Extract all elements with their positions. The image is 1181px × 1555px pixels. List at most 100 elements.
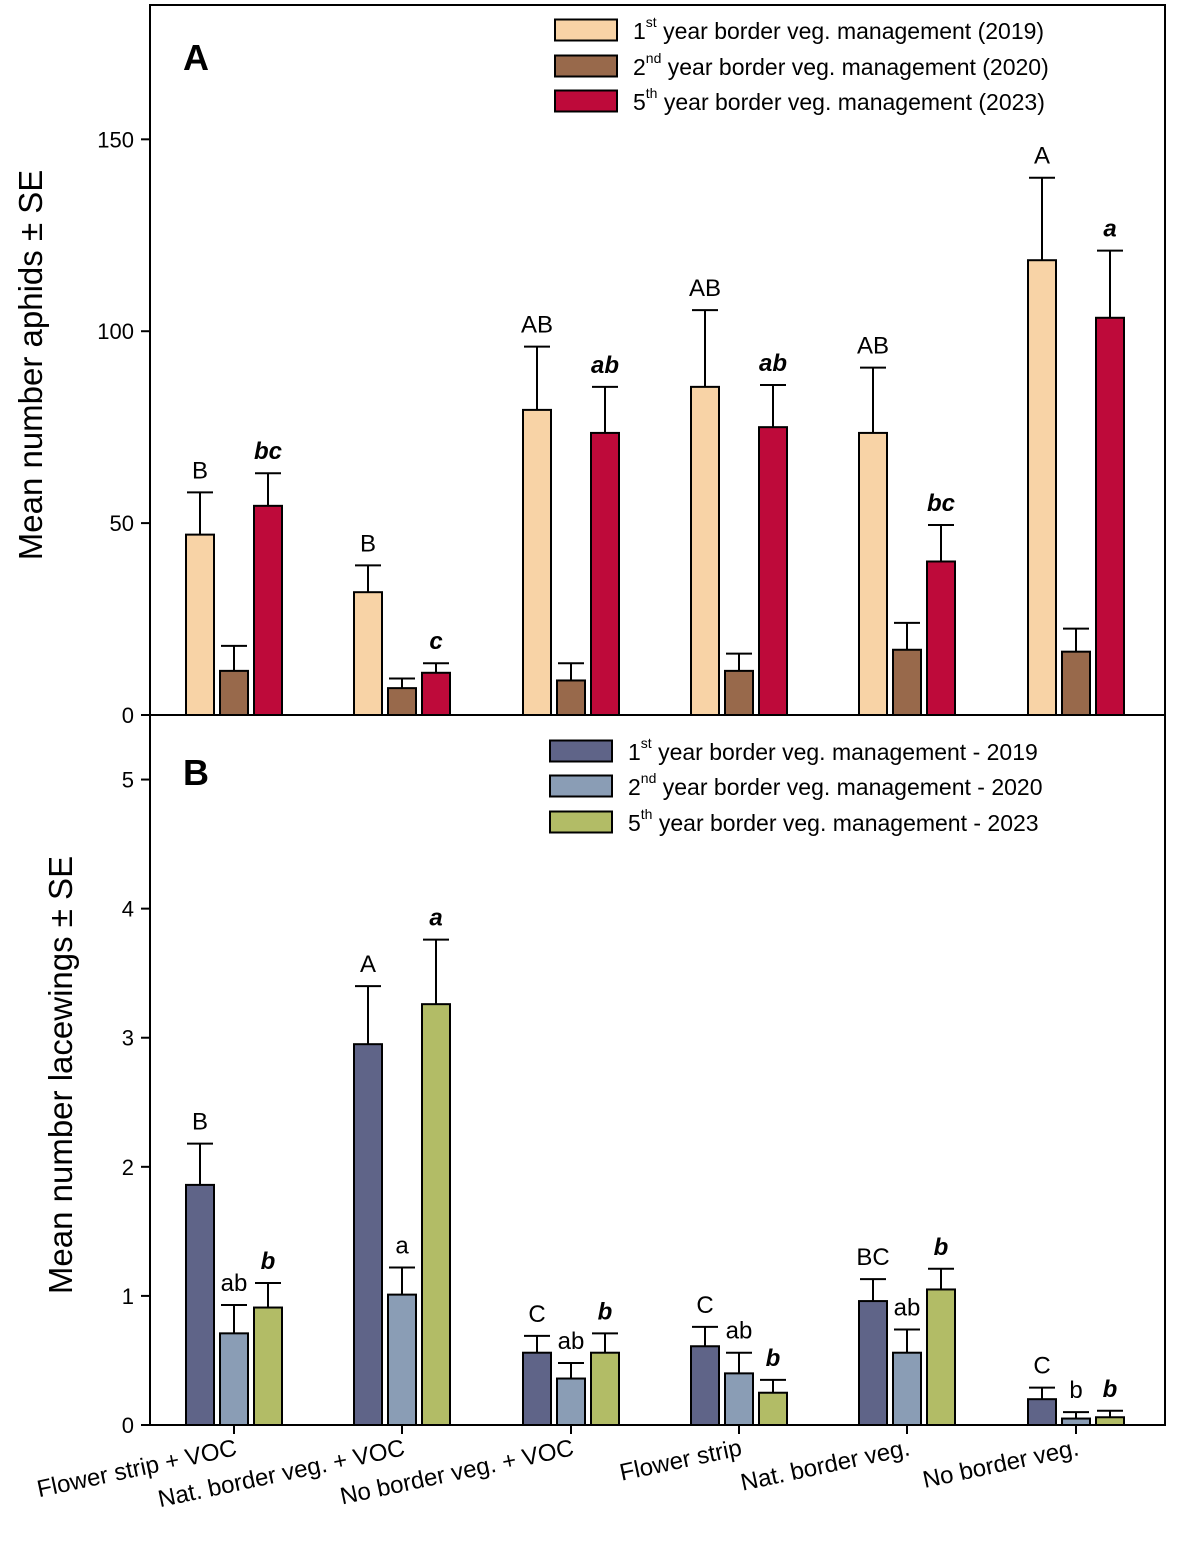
legend-ordinal-suffix: st	[646, 14, 657, 30]
legend-swatch	[554, 54, 618, 78]
series-2019: B B AB AB AB A	[185, 143, 1057, 717]
bar	[1027, 259, 1057, 716]
legend-year-number: 5	[628, 810, 641, 836]
bar	[421, 1003, 451, 1426]
bar	[1095, 316, 1125, 716]
significance-letter: B	[192, 457, 208, 484]
x-tick-label: Nat. border veg.	[738, 1434, 912, 1496]
bar	[1027, 1398, 1057, 1426]
legend-ordinal-suffix: nd	[641, 770, 657, 786]
significance-letter: ab	[759, 350, 787, 377]
y-tick-label: 150	[97, 127, 134, 152]
legend-year-number: 1	[633, 18, 646, 44]
significance-letter: ab	[558, 1328, 585, 1355]
series-2019: B A C C BC C	[185, 951, 1057, 1427]
bar	[1095, 1416, 1125, 1426]
legend-entry: 2nd year border veg. management (2020)	[633, 50, 1049, 80]
legend-entry: 2nd year border veg. management - 2020	[628, 770, 1043, 800]
bar	[185, 1183, 215, 1426]
bar	[387, 687, 417, 716]
bar	[926, 1288, 956, 1427]
bar	[387, 1293, 417, 1426]
y-tick-label: 5	[122, 768, 134, 793]
legend-ordinal-suffix: th	[646, 85, 658, 101]
significance-letter: a	[1103, 216, 1116, 243]
significance-letter: ab	[726, 1318, 753, 1345]
significance-letter: b	[1069, 1377, 1082, 1404]
bar	[724, 1372, 754, 1427]
bar	[1061, 1417, 1091, 1426]
bar	[858, 431, 888, 716]
y-tick-label: 1	[122, 1284, 134, 1309]
significance-letter: b	[598, 1298, 613, 1325]
significance-letter: b	[766, 1345, 781, 1372]
legend-swatch	[554, 89, 618, 113]
legend-swatch	[554, 18, 618, 42]
bar	[353, 591, 383, 717]
y-tick-label: 2	[122, 1155, 134, 1180]
bar	[185, 533, 215, 717]
significance-letter: AB	[521, 312, 553, 339]
bar	[556, 1377, 586, 1426]
legend-swatch	[549, 810, 613, 834]
significance-letter: b	[1103, 1376, 1118, 1403]
y-tick-label: 0	[122, 1413, 134, 1438]
panel-b: 0 1 2 3 4 5 Mean number lacewings ± SE B B A C C BC C…	[35, 714, 1166, 1513]
legend-swatch	[549, 739, 613, 763]
significance-letter: c	[429, 628, 442, 655]
bar	[892, 648, 922, 717]
bar	[690, 385, 720, 716]
y-axis-label: Mean number lacewings ± SE	[42, 856, 79, 1294]
legend-year-number: 2	[628, 774, 641, 800]
bar	[253, 504, 283, 716]
legend: 1st year border veg. management - 2019 2n…	[549, 735, 1043, 836]
significance-letter: a	[395, 1233, 409, 1260]
legend-entry: 5th year border veg. management - 2023	[628, 806, 1039, 836]
significance-letter: A	[360, 951, 376, 978]
legend-ordinal-suffix: th	[641, 806, 653, 822]
y-tick-label: 3	[122, 1026, 134, 1051]
legend-entry: 1st year border veg. management - 2019	[628, 735, 1038, 765]
bar	[724, 669, 754, 717]
legend-entry: 1st year border veg. management (2019)	[633, 14, 1044, 44]
y-tick-label: 0	[122, 703, 134, 728]
plot-frame	[149, 714, 1166, 1426]
significance-letter: B	[360, 530, 376, 557]
bar	[219, 1332, 249, 1427]
significance-letter: C	[1033, 1353, 1050, 1380]
bar	[758, 1391, 788, 1427]
y-tick-label: 100	[97, 319, 134, 344]
y-tick-label: 4	[122, 897, 134, 922]
bar	[353, 1043, 383, 1426]
bar	[556, 679, 586, 717]
significance-letter: AB	[689, 275, 721, 302]
significance-letter: ab	[221, 1270, 248, 1297]
legend-text: year border veg. management (2023)	[657, 89, 1044, 115]
significance-letter: a	[429, 905, 442, 932]
bar	[590, 431, 620, 716]
significance-letter: C	[696, 1292, 713, 1319]
legend: 1st year border veg. management (2019) 2n…	[554, 14, 1049, 115]
significance-letter: C	[528, 1301, 545, 1328]
bar	[522, 408, 552, 716]
y-tick-label: 50	[110, 511, 134, 536]
significance-letter: bc	[254, 438, 282, 465]
legend-text: year border veg. management - 2023	[652, 810, 1038, 836]
significance-letter: ab	[894, 1294, 921, 1321]
legend-ordinal-suffix: st	[641, 735, 652, 751]
legend-year-number: 2	[633, 54, 646, 80]
legend-year-number: 1	[628, 739, 641, 765]
bar	[858, 1300, 888, 1427]
bar	[758, 426, 788, 716]
legend-ordinal-suffix: nd	[646, 50, 662, 66]
bar	[690, 1345, 720, 1426]
bar	[926, 560, 956, 717]
legend-entry: 5th year border veg. management (2023)	[633, 85, 1045, 115]
significance-letter: AB	[857, 333, 889, 360]
panel-label: B	[183, 752, 209, 793]
bar	[590, 1351, 620, 1427]
